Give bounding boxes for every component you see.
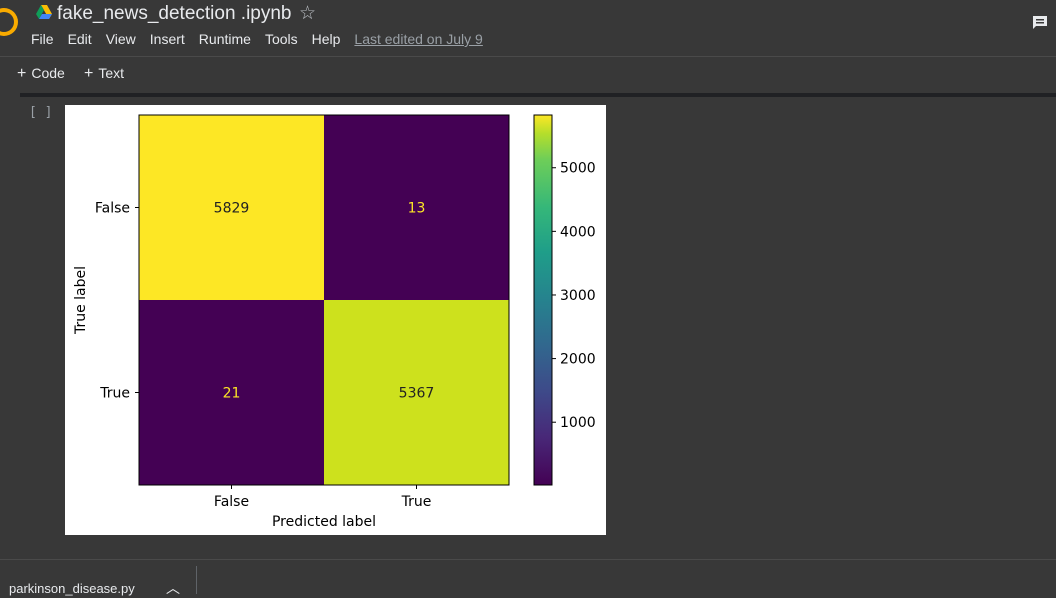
colorbar <box>533 114 553 486</box>
matrix-cell <box>324 115 509 300</box>
cell-value-label: 5367 <box>399 386 435 402</box>
header-divider <box>0 56 1056 57</box>
menu-view[interactable]: View <box>105 31 136 47</box>
add-text-label: Text <box>98 65 125 81</box>
x-axis-label: Predicted label <box>272 514 376 530</box>
star-icon[interactable]: ☆ <box>299 3 317 24</box>
plus-icon: + <box>84 65 94 82</box>
cell-value-label: 13 <box>408 201 426 217</box>
menu-file[interactable]: File <box>31 31 54 47</box>
add-code-label: Code <box>31 65 65 81</box>
y-axis-label: True label <box>73 266 89 335</box>
last-edited-link[interactable]: Last edited on July 9 <box>354 31 483 47</box>
x-tick-label: True <box>401 494 432 510</box>
bottom-bar: parkinson_disease.py ︿ <box>0 560 1056 596</box>
cell-exec-indicator[interactable]: [ ] <box>29 105 53 120</box>
confusion-matrix-chart: 5829 13 21 5367 False True False True Predicted… <box>73 114 596 530</box>
x-tick-label: False <box>214 494 249 510</box>
colorbar-tick-label: 4000 <box>560 224 596 240</box>
bottom-separator <box>196 566 197 594</box>
matrix-cell <box>139 115 324 300</box>
add-code-button[interactable]: + Code <box>17 65 65 83</box>
cell-value-label: 21 <box>223 386 241 402</box>
menu-edit[interactable]: Edit <box>67 31 92 47</box>
y-tick-label: False <box>95 201 130 217</box>
cell-top-bar <box>20 93 1056 97</box>
colorbar-tick-label: 1000 <box>560 415 596 431</box>
drive-icon[interactable] <box>36 5 52 19</box>
menu-help[interactable]: Help <box>311 31 341 47</box>
cell-output: 5829 13 21 5367 False True False True Predicted… <box>65 105 606 535</box>
colorbar-tick-label: 2000 <box>560 352 596 368</box>
chevron-up-icon[interactable]: ︿ <box>166 580 180 596</box>
matrix-cell <box>324 300 509 485</box>
add-text-button[interactable]: + Text <box>84 65 124 83</box>
cell-value-label: 5829 <box>214 201 250 217</box>
menu-insert[interactable]: Insert <box>149 31 185 47</box>
toolbar: + Code + Text <box>0 57 1056 92</box>
matrix-cell <box>139 300 324 485</box>
menu-tools[interactable]: Tools <box>264 31 298 47</box>
colab-logo[interactable] <box>0 8 18 36</box>
status-divider <box>0 559 1056 560</box>
menu-bar: File Edit View Insert Runtime Tools Help… <box>31 31 497 47</box>
colorbar-tick-label: 3000 <box>560 288 596 304</box>
file-tab[interactable]: parkinson_disease.py <box>9 581 135 596</box>
plus-icon: + <box>17 65 27 82</box>
notebook-title[interactable]: fake_news_detection .ipynb <box>57 3 292 24</box>
colorbar-tick-label: 5000 <box>560 161 596 177</box>
header: fake_news_detection .ipynb ☆ File Edit V… <box>0 0 1056 56</box>
matrix-frame <box>138 114 510 486</box>
comment-icon[interactable] <box>1031 14 1049 32</box>
y-tick-label: True <box>99 386 130 402</box>
menu-runtime[interactable]: Runtime <box>198 31 251 47</box>
